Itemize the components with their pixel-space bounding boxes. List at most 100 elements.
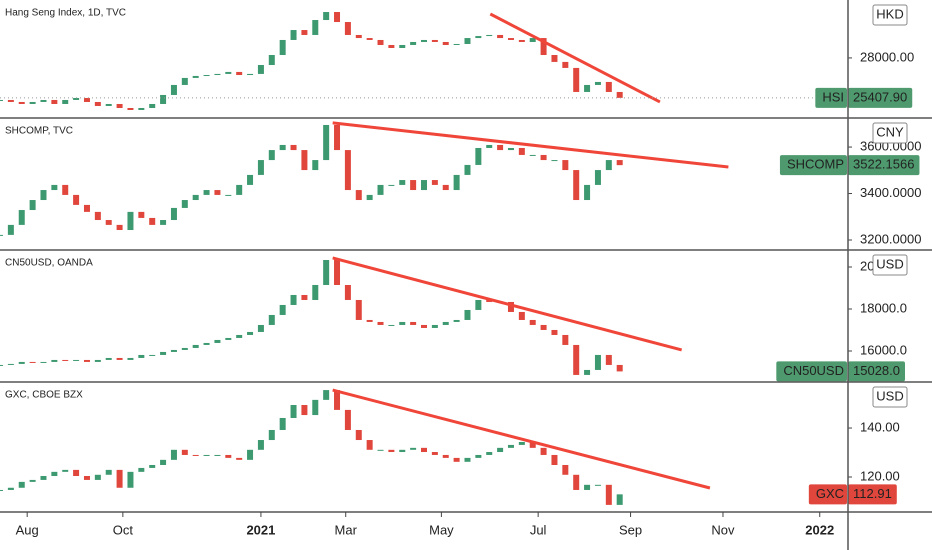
candle — [594, 81, 601, 85]
candle — [62, 184, 69, 195]
candle — [51, 99, 58, 104]
candle — [0, 99, 3, 101]
candle — [51, 359, 58, 362]
candle — [7, 99, 14, 102]
candle — [279, 417, 286, 430]
candle — [279, 144, 286, 151]
last-price-label: 25407.90 — [853, 89, 907, 104]
candle — [214, 73, 221, 76]
candle — [442, 184, 449, 191]
candle — [377, 321, 384, 325]
candle — [562, 464, 569, 475]
candle — [312, 399, 319, 416]
pane-title: Hang Seng Index, 1D, TVC — [5, 8, 126, 19]
candle — [344, 284, 351, 300]
pane-title: CN50USD, OANDA — [5, 258, 93, 269]
x-tick-label: 2022 — [805, 522, 834, 537]
candle — [105, 220, 112, 225]
candle — [29, 479, 36, 482]
candle — [138, 211, 145, 218]
candle — [236, 184, 243, 195]
candle — [421, 180, 427, 191]
candle — [573, 344, 580, 375]
candle — [290, 405, 297, 418]
candle — [181, 347, 188, 350]
candle — [301, 30, 308, 35]
candle — [127, 471, 134, 488]
candle — [83, 476, 90, 480]
candle — [605, 160, 612, 171]
candle — [170, 84, 177, 95]
candle — [562, 334, 569, 345]
candle — [323, 390, 330, 400]
candle — [605, 484, 612, 505]
candle — [334, 12, 341, 23]
candle — [225, 337, 232, 340]
candle — [73, 359, 80, 361]
candle — [421, 324, 427, 328]
candle — [594, 484, 601, 486]
candle — [83, 359, 90, 362]
currency-label: USD — [876, 388, 903, 403]
candle — [388, 324, 395, 326]
candle — [377, 449, 384, 451]
candle — [203, 342, 210, 345]
candle — [192, 344, 199, 348]
candle — [127, 107, 134, 110]
candle — [605, 354, 612, 365]
candle — [149, 354, 156, 356]
y-tick-label: 120.00 — [860, 468, 900, 483]
candle — [584, 484, 591, 490]
candle — [268, 429, 275, 441]
candle — [257, 160, 264, 175]
candle — [442, 41, 449, 45]
candle — [464, 164, 471, 175]
candle — [388, 44, 395, 48]
candle — [0, 234, 3, 236]
candle — [62, 99, 69, 104]
candle — [214, 190, 221, 195]
candle — [257, 324, 264, 332]
candle — [149, 217, 156, 225]
candle — [323, 259, 330, 285]
x-tick-label: Mar — [335, 522, 358, 537]
trend-line — [332, 256, 683, 352]
candle — [257, 440, 264, 450]
candle — [203, 454, 210, 456]
candle — [355, 34, 362, 39]
candle — [160, 220, 167, 225]
candle — [203, 75, 210, 77]
candle — [616, 160, 623, 166]
candle — [518, 147, 525, 155]
label-box — [815, 87, 847, 108]
label-box — [872, 122, 908, 144]
pane-1 — [0, 124, 623, 236]
candle — [475, 299, 482, 310]
x-tick-label: May — [429, 522, 454, 537]
candle — [605, 81, 612, 92]
candle — [323, 12, 330, 21]
label-box — [872, 386, 908, 408]
candle — [192, 75, 199, 78]
candle — [497, 144, 504, 151]
candle — [40, 361, 47, 363]
last-price-label: 15028.0 — [853, 363, 900, 378]
candle — [475, 147, 482, 165]
candle — [431, 39, 438, 42]
trend-line — [332, 121, 729, 169]
candle — [7, 487, 14, 490]
candle — [355, 190, 362, 201]
candle — [399, 180, 406, 185]
candle — [388, 184, 395, 186]
label-box — [776, 361, 847, 382]
candle — [584, 369, 591, 375]
candle — [214, 339, 221, 343]
candle — [486, 452, 493, 455]
candle — [453, 319, 460, 322]
label-box — [848, 484, 897, 505]
candle — [225, 454, 232, 458]
candle — [562, 160, 569, 171]
candle — [464, 309, 471, 320]
candle — [453, 174, 460, 191]
candle — [40, 99, 47, 102]
